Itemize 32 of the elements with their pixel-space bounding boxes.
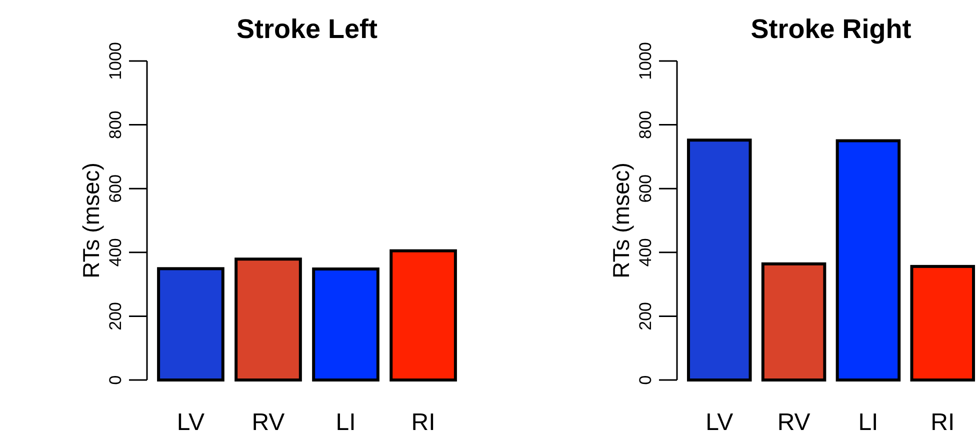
x-tick-label: LI xyxy=(858,409,878,436)
chart-title: Stroke Left xyxy=(236,14,378,44)
y-tick-label: 0 xyxy=(636,375,655,385)
bar xyxy=(390,249,457,382)
y-tick-label: 400 xyxy=(636,238,655,267)
y-tick-label: 400 xyxy=(106,238,125,267)
y-tick-label: 1000 xyxy=(636,42,655,80)
y-axis-title: RTs (msec) xyxy=(78,162,104,278)
y-axis-title: RTs (msec) xyxy=(608,162,634,278)
y-tick-label: 200 xyxy=(636,302,655,330)
bar xyxy=(234,258,302,382)
chart-title: Stroke Right xyxy=(750,14,912,44)
x-tick-label: LV xyxy=(706,409,734,436)
bar xyxy=(761,262,826,382)
x-tick-label: RI xyxy=(930,409,955,436)
y-tick-label: 800 xyxy=(106,110,125,139)
y-tick-label: 200 xyxy=(106,302,125,330)
y-tick-label: 0 xyxy=(106,375,125,385)
y-tick-label: 800 xyxy=(636,110,655,139)
x-tick-label: LI xyxy=(336,409,356,436)
x-tick-label: RI xyxy=(411,409,436,436)
bar xyxy=(312,267,380,382)
y-tick-label: 600 xyxy=(636,174,655,203)
x-tick-label: RV xyxy=(252,409,285,436)
bar xyxy=(836,139,901,382)
bar xyxy=(686,138,752,382)
x-tick-label: LV xyxy=(176,409,205,436)
y-tick-label: 600 xyxy=(106,174,125,203)
bar xyxy=(910,264,976,382)
y-tick-label: 1000 xyxy=(106,42,125,80)
bar xyxy=(157,267,224,382)
x-tick-label: RV xyxy=(777,409,810,436)
